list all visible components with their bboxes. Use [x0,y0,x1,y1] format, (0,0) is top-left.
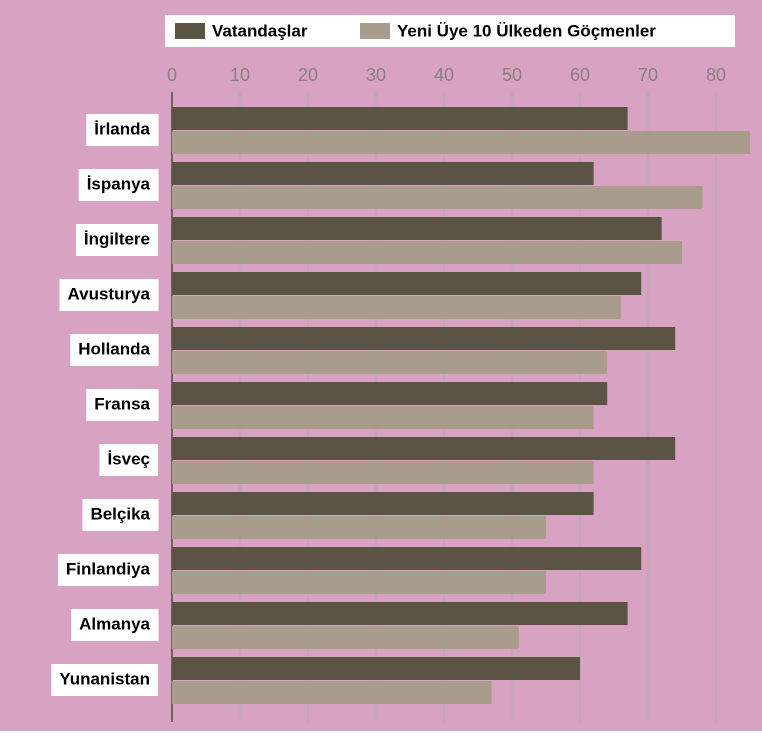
category-label: Almanya [79,614,150,633]
legend-swatch [175,23,205,39]
category-label-box [86,389,159,421]
category-label: İrlanda [94,119,150,138]
category-label: İngiltere [84,229,150,248]
category-label: Avusturya [67,284,150,303]
bar [172,107,628,130]
bar [172,602,628,625]
category-label-box [82,499,159,531]
category-label: İsveç [107,449,150,468]
category-label-box [71,609,159,641]
bar [172,492,594,515]
x-tick-label: 40 [434,65,454,85]
legend-swatch [360,23,390,39]
category-label-box [99,444,158,476]
category-label: Yunanistan [59,669,150,688]
category-label-box [59,279,159,311]
category-label: Belçika [90,504,150,523]
category-label-box [57,554,159,586]
bar [172,327,676,350]
legend-label: Yeni Üye 10 Ülkeden Göçmenler [397,21,656,40]
category-label: İspanya [87,174,151,193]
bar [172,186,703,209]
bar [172,406,594,429]
x-tick-label: 10 [230,65,250,85]
category-label: Hollanda [78,339,150,358]
bar [172,571,546,594]
category-label-box [51,664,158,696]
bar [172,351,608,374]
bar [172,547,642,570]
category-label: Finlandiya [66,559,151,578]
category-label-box [86,114,159,146]
x-tick-label: 0 [167,65,177,85]
bar [172,657,580,680]
legend-label: Vatandaşlar [212,21,308,40]
bar [172,681,492,704]
bar [172,162,594,185]
category-label-box [78,169,159,201]
x-tick-label: 30 [366,65,386,85]
category-label-box [75,224,158,256]
x-tick-label: 80 [706,65,726,85]
x-tick-label: 50 [502,65,522,85]
x-tick-label: 20 [298,65,318,85]
bar [172,296,621,319]
category-label: Fransa [94,394,150,413]
bar [172,241,682,264]
bar [172,461,594,484]
bar [172,437,676,460]
bar [172,626,519,649]
bar [172,272,642,295]
bar [172,217,662,240]
bar [172,131,750,154]
x-tick-label: 60 [570,65,590,85]
legend [165,15,735,47]
bar [172,382,608,405]
bar [172,516,546,539]
x-tick-label: 70 [638,65,658,85]
category-label-box [70,334,159,366]
